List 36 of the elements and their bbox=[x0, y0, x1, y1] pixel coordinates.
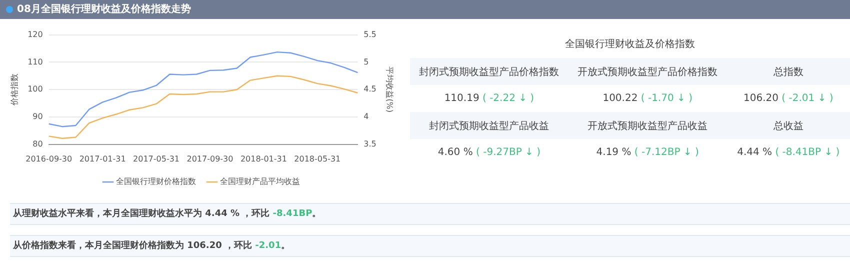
text: 全国银行理财收益及价格指数 bbox=[564, 38, 696, 52]
x-tick-label: 2017-01-31 bbox=[79, 154, 126, 164]
y-tick-label: 110 bbox=[28, 57, 43, 66]
y2-tick-label: 4.5 bbox=[364, 84, 376, 94]
text: 总指数 bbox=[726, 58, 850, 85]
legend-label: 全国银行理财价格指数 bbox=[116, 177, 196, 186]
y2-tick-label: 3.5 bbox=[364, 139, 376, 148]
y2-tick-label: 5.5 bbox=[364, 30, 376, 39]
y-tick-label: 80 bbox=[32, 139, 43, 148]
text: 从价格指数来看，本月全国理财价格指数为 106.20 ，环比 -2.01。 bbox=[12, 241, 290, 251]
text: 封闭式预期收益型产品价格指数 bbox=[410, 58, 568, 85]
text: 4.19 % ( -7.12BP ↓ ) bbox=[595, 146, 700, 160]
text: 封闭式预期收益型产品收益 bbox=[410, 112, 568, 139]
text: 开放式预期收益型产品收益 bbox=[568, 112, 727, 139]
text: 从理财收益水平来看，本月全国理财收益水平为 4.44 % ，环比 -8.41BP。 bbox=[12, 209, 322, 219]
text: 100.22 ( -1.70 ↓ ) bbox=[602, 92, 694, 106]
text: 总收益 bbox=[726, 112, 850, 139]
legend-label: 全国理财产品平均收益 bbox=[220, 177, 300, 186]
text: 4.60 % ( -9.27BP ↓ ) bbox=[436, 146, 542, 160]
x-tick-label: 2017-09-30 bbox=[186, 154, 234, 164]
y-tick-label: 90 bbox=[32, 112, 43, 122]
y2-tick-label: 5 bbox=[364, 57, 369, 66]
y2-tick-label: 4 bbox=[364, 112, 369, 122]
text: 4.44 % ( -8.41BP ↓ ) bbox=[736, 146, 841, 160]
y-tick-label: 100 bbox=[28, 84, 43, 94]
x-tick-label: 2018-05-31 bbox=[294, 154, 341, 164]
text: 110.19 ( -2.22 ↓ ) bbox=[443, 92, 536, 106]
text: 106.20 ( -2.01 ↓ ) bbox=[742, 92, 834, 106]
x-tick-label: 2018-01-31 bbox=[240, 154, 287, 164]
text: 开放式预期收益型产品价格指数 bbox=[568, 58, 727, 85]
x-tick-label: 2017-05-31 bbox=[133, 154, 180, 164]
chart-title: 08月全国银行理财收益及价格指数走势 bbox=[17, 2, 191, 17]
y-axis-title: 价格指数 bbox=[10, 74, 19, 107]
x-tick-label: 2016-09-30 bbox=[26, 154, 72, 164]
y2-axis-title: 平均收益(%) bbox=[385, 66, 394, 113]
y-tick-label: 120 bbox=[28, 30, 43, 39]
